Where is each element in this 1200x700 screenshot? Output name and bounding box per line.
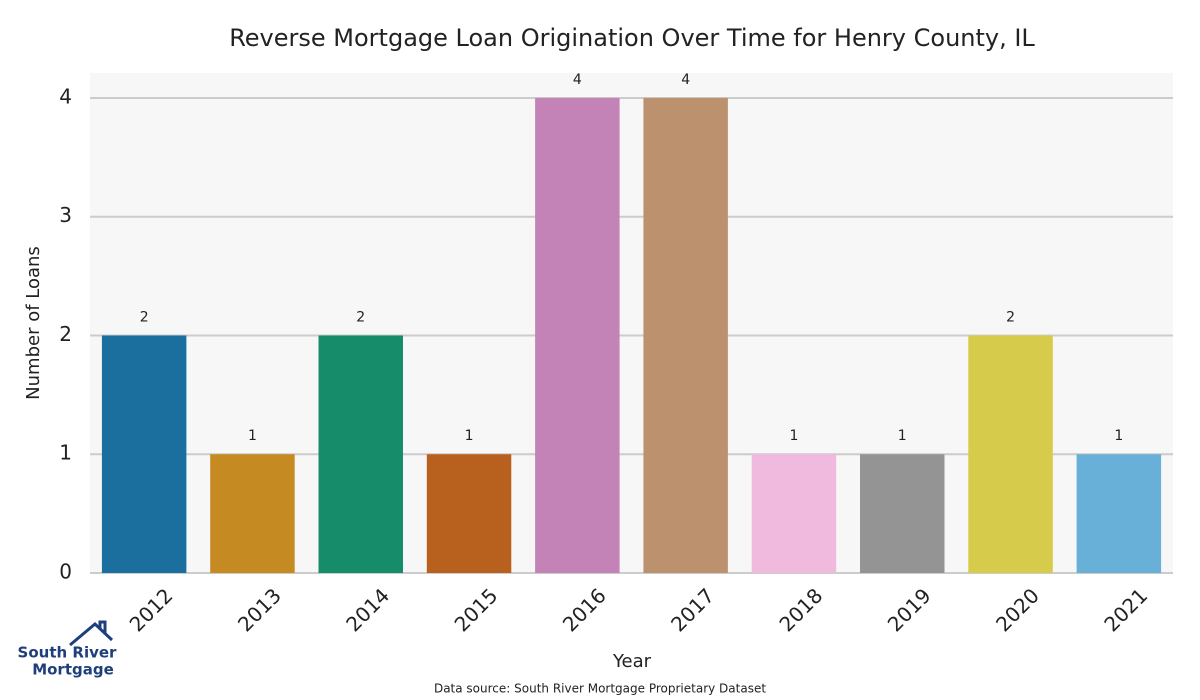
data-label: 1 (248, 428, 257, 444)
bar (860, 454, 945, 573)
logo-text: South River (18, 644, 118, 662)
data-label: 2 (140, 309, 149, 325)
bar (643, 97, 728, 574)
y-tick-label: 0 (59, 560, 72, 584)
data-label: 1 (898, 428, 907, 444)
x-tick-label: 2016 (558, 583, 611, 636)
bar (968, 335, 1053, 573)
data-label: 2 (356, 309, 365, 325)
source-note: Data source: South River Mortgage Propri… (434, 682, 766, 696)
x-axis-label: Year (612, 651, 652, 672)
x-tick-label: 2017 (666, 583, 719, 636)
x-tick-label: 2021 (1099, 583, 1152, 636)
data-label: 4 (573, 72, 582, 88)
bar (1076, 454, 1162, 573)
data-label: 1 (465, 428, 474, 444)
y-tick-label: 4 (59, 84, 72, 108)
x-tick-label: 2019 (883, 583, 936, 636)
data-label: 2 (1006, 309, 1015, 325)
data-label: 4 (681, 72, 690, 88)
logo-text: Mortgage (32, 661, 114, 679)
y-tick-label: 3 (59, 203, 72, 227)
data-label: 1 (789, 428, 798, 444)
x-tick-label: 2012 (125, 583, 178, 636)
data-label: 1 (1114, 428, 1123, 444)
x-tick-label: 2014 (341, 583, 394, 636)
bar (751, 454, 837, 573)
bar (426, 454, 512, 573)
bar (535, 97, 620, 574)
x-tick-label: 2013 (233, 583, 286, 636)
bar (210, 454, 295, 573)
x-tick-label: 2020 (991, 583, 1044, 636)
bar (318, 335, 403, 573)
y-tick-label: 2 (59, 322, 72, 346)
logo-icon (69, 620, 114, 647)
y-tick-label: 1 (59, 441, 72, 465)
x-tick-label: 2018 (774, 583, 827, 636)
bar (101, 335, 187, 573)
y-axis-label: Number of Loans (23, 246, 44, 400)
x-tick-label: 2015 (450, 583, 503, 636)
chart-title: Reverse Mortgage Loan Origination Over T… (229, 24, 1035, 52)
